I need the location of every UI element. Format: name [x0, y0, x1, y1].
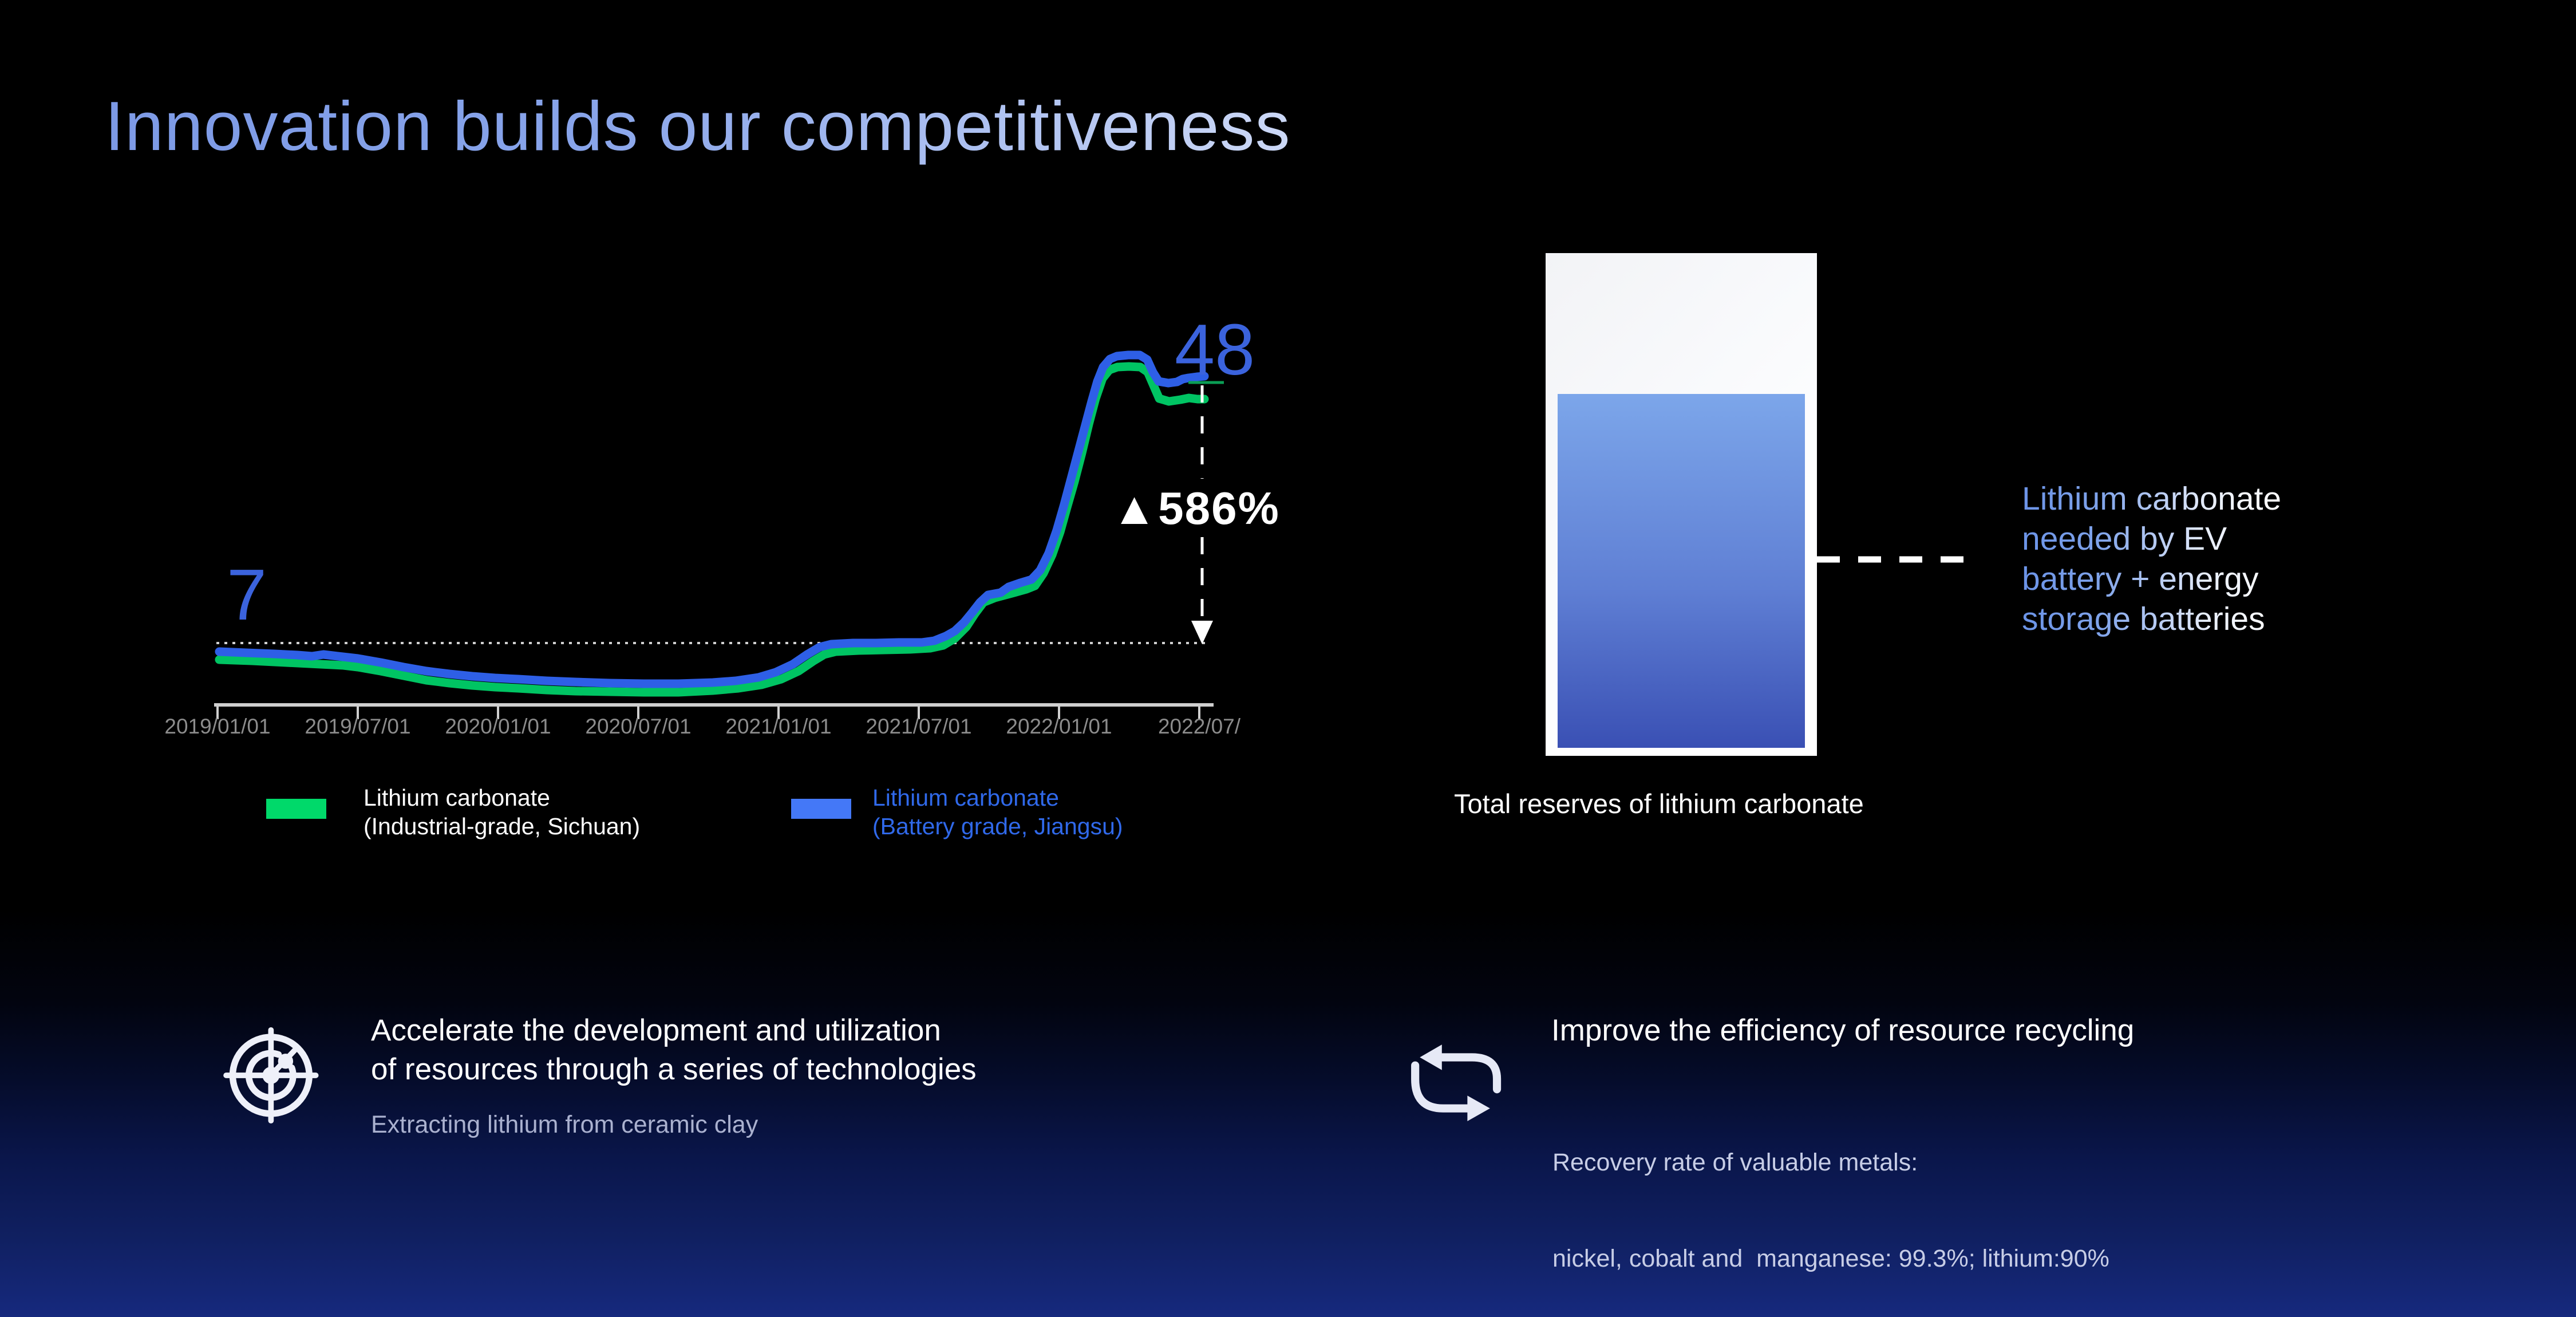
initiative-left-heading: Accelerate the development and utilizati… — [371, 1011, 977, 1089]
legend-label-industrial-line1: Lithium carbonate — [364, 784, 550, 811]
x-axis-label: 2020/07/01 — [585, 715, 692, 738]
initiative-left-heading-line2: of resources through a series of technol… — [371, 1052, 977, 1086]
x-axis-label: 2019/07/01 — [305, 715, 411, 738]
legend-label-battery-line1: Lithium carbonate — [872, 784, 1059, 811]
legend-label-industrial-line2: (Industrial-grade, Sichuan) — [364, 813, 641, 839]
legend-label-battery: Lithium carbonate (Battery grade, Jiangs… — [872, 783, 1123, 841]
reserves-annotation: Lithium carbonate needed by EV battery +… — [2022, 479, 2281, 639]
initiative-right-heading: Improve the efficiency of resource recyc… — [1551, 1014, 2135, 1047]
x-axis-label: 2019/01/01 — [164, 715, 271, 738]
recycle-icon — [1411, 1044, 1502, 1121]
legend-swatch-industrial — [266, 799, 326, 819]
drop-arrowhead-icon — [1191, 621, 1213, 644]
radar-target-icon — [223, 1027, 319, 1124]
initiative-left-heading-line1: Accelerate the development and utilizati… — [371, 1014, 941, 1047]
initiative-left-subtitle: Extracting lithium from ceramic clay — [371, 1111, 758, 1138]
legend-label-battery-line2: (Battery grade, Jiangsu) — [872, 813, 1123, 839]
initiative-right-subtitle-line2: nickel, cobalt and manganese: 99.3%; lit… — [1552, 1245, 2109, 1272]
x-axis-label: 2022/01/01 — [1006, 715, 1112, 738]
chart-end-value: 48 — [1175, 309, 1255, 390]
series-line-industrial — [215, 362, 1209, 697]
reserves-fill-bar — [1558, 394, 1805, 748]
series-line-battery — [215, 350, 1209, 688]
chart-series — [215, 350, 1209, 697]
x-axis-label: 2022/07/ — [1157, 715, 1241, 738]
initiative-right-subtitle: Recovery rate of valuable metals: nickel… — [1552, 1082, 2109, 1317]
legend-label-industrial: Lithium carbonate (Industrial-grade, Sic… — [364, 783, 640, 841]
page-title: Innovation builds our competitiveness — [105, 87, 1291, 165]
initiative-right-subtitle-line1: Recovery rate of valuable metals: — [1552, 1149, 1918, 1176]
x-axis-label: 2021/07/01 — [866, 715, 972, 738]
x-axis-label: 2020/01/01 — [445, 715, 551, 738]
chart-start-value: 7 — [227, 554, 267, 635]
legend-swatch-battery — [791, 799, 851, 819]
chart-change-badge: ▲586% — [1112, 483, 1280, 534]
x-axis-label: 2021/01/01 — [725, 715, 832, 738]
reserves-caption: Total reserves of lithium carbonate — [1454, 788, 1864, 819]
